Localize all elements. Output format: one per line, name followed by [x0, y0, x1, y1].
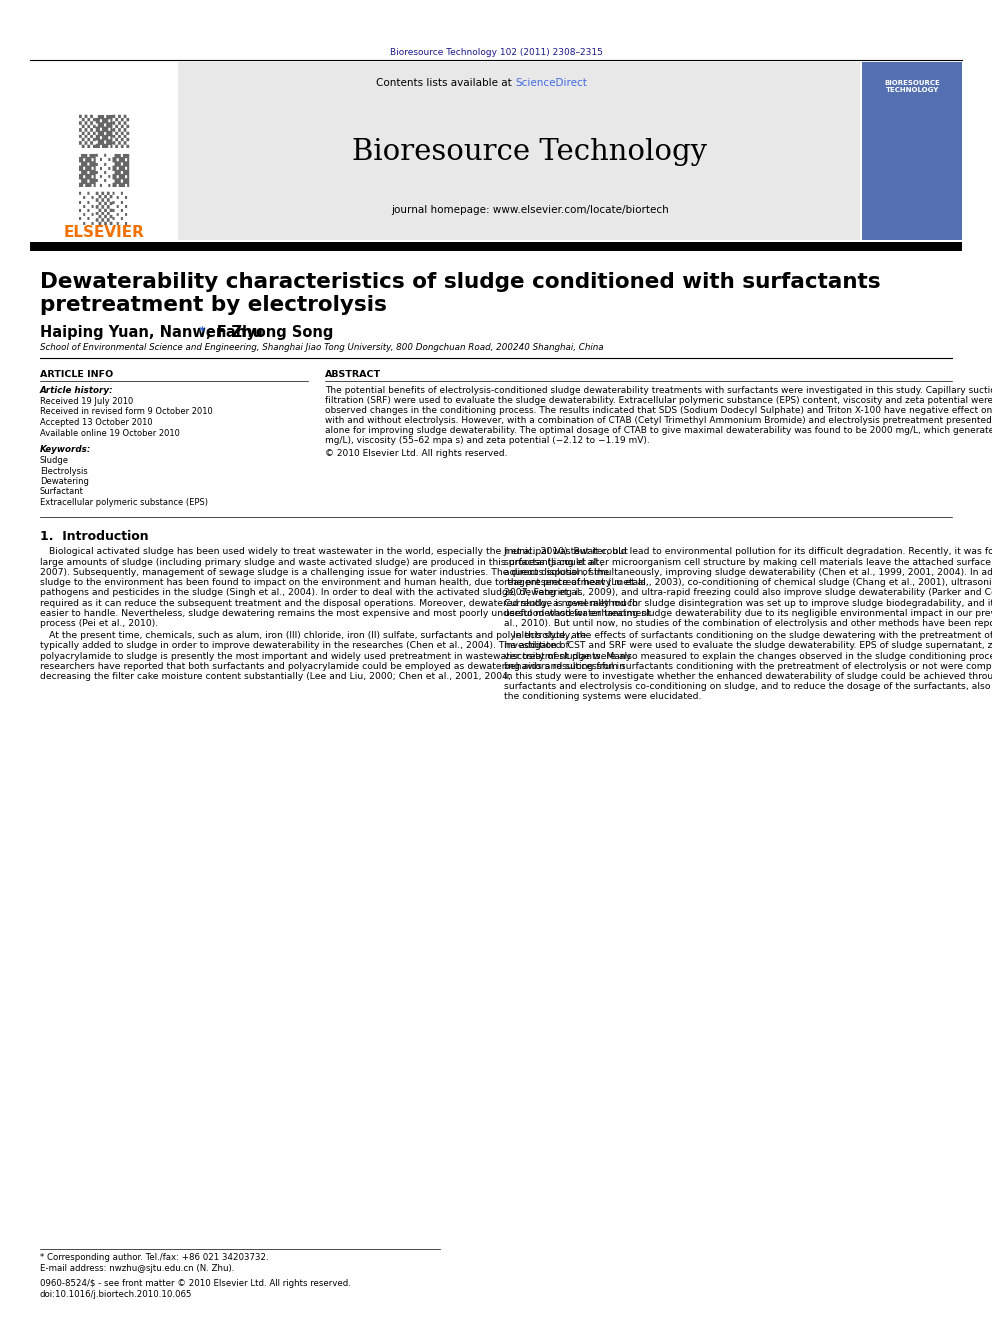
Text: * Corresponding author. Tel./fax: +86 021 34203732.: * Corresponding author. Tel./fax: +86 02… — [40, 1253, 269, 1262]
Text: doi:10.1016/j.biortech.2010.10.065: doi:10.1016/j.biortech.2010.10.065 — [40, 1290, 192, 1299]
Text: ELSEVIER: ELSEVIER — [63, 225, 145, 239]
Text: 2007). Subsequently, management of sewage sludge is a challenging issue for wate: 2007). Subsequently, management of sewag… — [40, 568, 609, 577]
Text: Surfactant: Surfactant — [40, 487, 84, 496]
Text: 0960-8524/$ - see front matter © 2010 Elsevier Ltd. All rights reserved.: 0960-8524/$ - see front matter © 2010 El… — [40, 1279, 351, 1289]
Text: process (Pei et al., 2010).: process (Pei et al., 2010). — [40, 619, 158, 628]
Text: Received in revised form 9 October 2010: Received in revised form 9 October 2010 — [40, 407, 212, 417]
Text: 1.  Introduction: 1. Introduction — [40, 531, 149, 544]
Text: researchers have reported that both surfactants and polyacrylamide could be empl: researchers have reported that both surf… — [40, 662, 625, 671]
Text: Keywords:: Keywords: — [40, 445, 91, 454]
Text: , Fanyong Song: , Fanyong Song — [205, 325, 333, 340]
Text: Available online 19 October 2010: Available online 19 October 2010 — [40, 429, 180, 438]
Text: with and without electrolysis. However, with a combination of CTAB (Cetyl Trimet: with and without electrolysis. However, … — [325, 415, 992, 425]
Text: ABSTRACT: ABSTRACT — [325, 370, 381, 378]
Text: Bioresource Technology: Bioresource Technology — [352, 138, 707, 165]
Text: filtration (SRF) were used to evaluate the sludge dewaterability. Extracellular : filtration (SRF) were used to evaluate t… — [325, 396, 992, 405]
Text: Ji et al., 2010). But it could lead to environmental pollution for its difficult: Ji et al., 2010). But it could lead to e… — [504, 548, 992, 557]
Text: Bioresource Technology 102 (2011) 2308–2315: Bioresource Technology 102 (2011) 2308–2… — [390, 48, 602, 57]
Text: At the present time, chemicals, such as alum, iron (III) chloride, iron (II) sul: At the present time, chemicals, such as … — [40, 631, 586, 640]
Text: © 2010 Elsevier Ltd. All rights reserved.: © 2010 Elsevier Ltd. All rights reserved… — [325, 448, 508, 458]
Text: Article history:: Article history: — [40, 386, 114, 396]
Text: School of Environmental Science and Engineering, Shanghai Jiao Tong University, : School of Environmental Science and Engi… — [40, 343, 603, 352]
Text: Haiping Yuan, Nanwen Zhu: Haiping Yuan, Nanwen Zhu — [40, 325, 268, 340]
Text: pretreatment by electrolysis: pretreatment by electrolysis — [40, 295, 387, 315]
Text: viscosity of sludge were also measured to explain the changes observed in the sl: viscosity of sludge were also measured t… — [504, 651, 992, 660]
Text: journal homepage: www.elsevier.com/locate/biortech: journal homepage: www.elsevier.com/locat… — [391, 205, 669, 216]
Text: pathogens and pesticides in the sludge (Singh et al., 2004). In order to deal wi: pathogens and pesticides in the sludge (… — [40, 589, 582, 597]
Text: Received 19 July 2010: Received 19 July 2010 — [40, 397, 133, 406]
Text: The potential benefits of electrolysis-conditioned sludge dewaterability treatme: The potential benefits of electrolysis-c… — [325, 386, 992, 396]
Text: easier to handle. Nevertheless, sludge dewatering remains the most expensive and: easier to handle. Nevertheless, sludge d… — [40, 609, 651, 618]
Bar — [30, 62, 860, 239]
Text: decreasing the filter cake moisture content substantially (Lee and Liu, 2000; Ch: decreasing the filter cake moisture cont… — [40, 672, 511, 681]
Text: aqueous solution, simultaneously, improving sludge dewaterability (Chen et al., : aqueous solution, simultaneously, improv… — [504, 568, 992, 577]
Text: sludge to the environment has been found to impact on the environment and human : sludge to the environment has been found… — [40, 578, 649, 587]
Text: in this study were to investigate whether the enhanced dewaterability of sludge : in this study were to investigate whethe… — [504, 672, 992, 681]
Text: observed changes in the conditioning process. The results indicated that SDS (So: observed changes in the conditioning pro… — [325, 406, 992, 415]
Text: Currently, a novel method for sludge disintegration was set up to improve sludge: Currently, a novel method for sludge dis… — [504, 598, 992, 607]
Text: required as it can reduce the subsequent treatment and the disposal operations. : required as it can reduce the subsequent… — [40, 598, 638, 607]
Text: investigated. CST and SRF were used to evaluate the sludge dewaterability. EPS o: investigated. CST and SRF were used to e… — [504, 642, 992, 651]
Bar — [30, 62, 178, 239]
Bar — [862, 62, 962, 239]
Text: In this study, the effects of surfactants conditioning on the sludge dewatering : In this study, the effects of surfactant… — [504, 631, 992, 640]
Text: E-mail address: nwzhu@sjtu.edu.cn (N. Zhu).: E-mail address: nwzhu@sjtu.edu.cn (N. Zh… — [40, 1263, 234, 1273]
Text: Extracellular polymeric substance (EPS): Extracellular polymeric substance (EPS) — [40, 497, 208, 507]
Text: large amounts of sludge (including primary sludge and waste activated sludge) ar: large amounts of sludge (including prima… — [40, 558, 603, 566]
Text: polyacrylamide to sludge is presently the most important and widely used pretrea: polyacrylamide to sludge is presently th… — [40, 651, 631, 660]
Text: Dewatering: Dewatering — [40, 478, 89, 486]
Text: behaviors resulting from surfactants conditioning with the pretreatment of elect: behaviors resulting from surfactants con… — [504, 662, 992, 671]
Text: 2007; Feng et al., 2009), and ultra-rapid freezing could also improve sludge dew: 2007; Feng et al., 2009), and ultra-rapi… — [504, 589, 992, 597]
Text: ARTICLE INFO: ARTICLE INFO — [40, 370, 113, 378]
Text: mg/L), viscosity (55–62 mpa s) and zeta potential (−2.12 to −1.19 mV).: mg/L), viscosity (55–62 mpa s) and zeta … — [325, 437, 650, 445]
Text: Dewaterability characteristics of sludge conditioned with surfactants: Dewaterability characteristics of sludge… — [40, 273, 881, 292]
Text: ▒▓▒
▓░▓
░▒░: ▒▓▒ ▓░▓ ░▒░ — [79, 115, 129, 225]
Text: BIORESOURCE
TECHNOLOGY: BIORESOURCE TECHNOLOGY — [884, 79, 939, 94]
Text: al., 2010). But until now, no studies of the combination of electrolysis and oth: al., 2010). But until now, no studies of… — [504, 619, 992, 628]
Text: *: * — [198, 325, 205, 337]
Text: useful method for enhancing sludge dewaterability due to its negligible environm: useful method for enhancing sludge dewat… — [504, 609, 992, 618]
Text: ScienceDirect: ScienceDirect — [515, 78, 587, 89]
Text: Biological activated sludge has been used widely to treat wastewater in the worl: Biological activated sludge has been use… — [40, 548, 628, 557]
Text: typically added to sludge in order to improve dewaterability in the researches (: typically added to sludge in order to im… — [40, 642, 568, 651]
Text: Sludge: Sludge — [40, 456, 69, 464]
Text: Electrolysis: Electrolysis — [40, 467, 87, 475]
Text: alone for improving sludge dewaterability. The optimal dosage of CTAB to give ma: alone for improving sludge dewaterabilit… — [325, 426, 992, 435]
Bar — [30, 242, 962, 251]
Text: the conditioning systems were elucidated.: the conditioning systems were elucidated… — [504, 692, 701, 701]
Text: surfactants could alter microorganism cell structure by making cell materials le: surfactants could alter microorganism ce… — [504, 558, 992, 566]
Text: reagent pretreatment (Lu et al., 2003), co-conditioning of chemical sludge (Chan: reagent pretreatment (Lu et al., 2003), … — [504, 578, 992, 587]
Text: surfactants and electrolysis co-conditioning on sludge, and to reduce the dosage: surfactants and electrolysis co-conditio… — [504, 683, 992, 691]
Text: Contents lists available at: Contents lists available at — [376, 78, 515, 89]
Text: Accepted 13 October 2010: Accepted 13 October 2010 — [40, 418, 153, 427]
